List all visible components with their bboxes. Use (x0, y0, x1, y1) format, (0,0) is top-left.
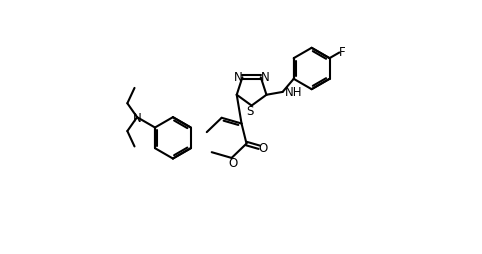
Text: O: O (228, 156, 237, 169)
Text: O: O (258, 141, 268, 154)
Text: N: N (261, 71, 270, 84)
Text: N: N (133, 111, 141, 124)
Text: NH: NH (285, 86, 302, 99)
Text: S: S (246, 105, 254, 118)
Text: N: N (233, 71, 242, 84)
Text: F: F (339, 46, 346, 59)
